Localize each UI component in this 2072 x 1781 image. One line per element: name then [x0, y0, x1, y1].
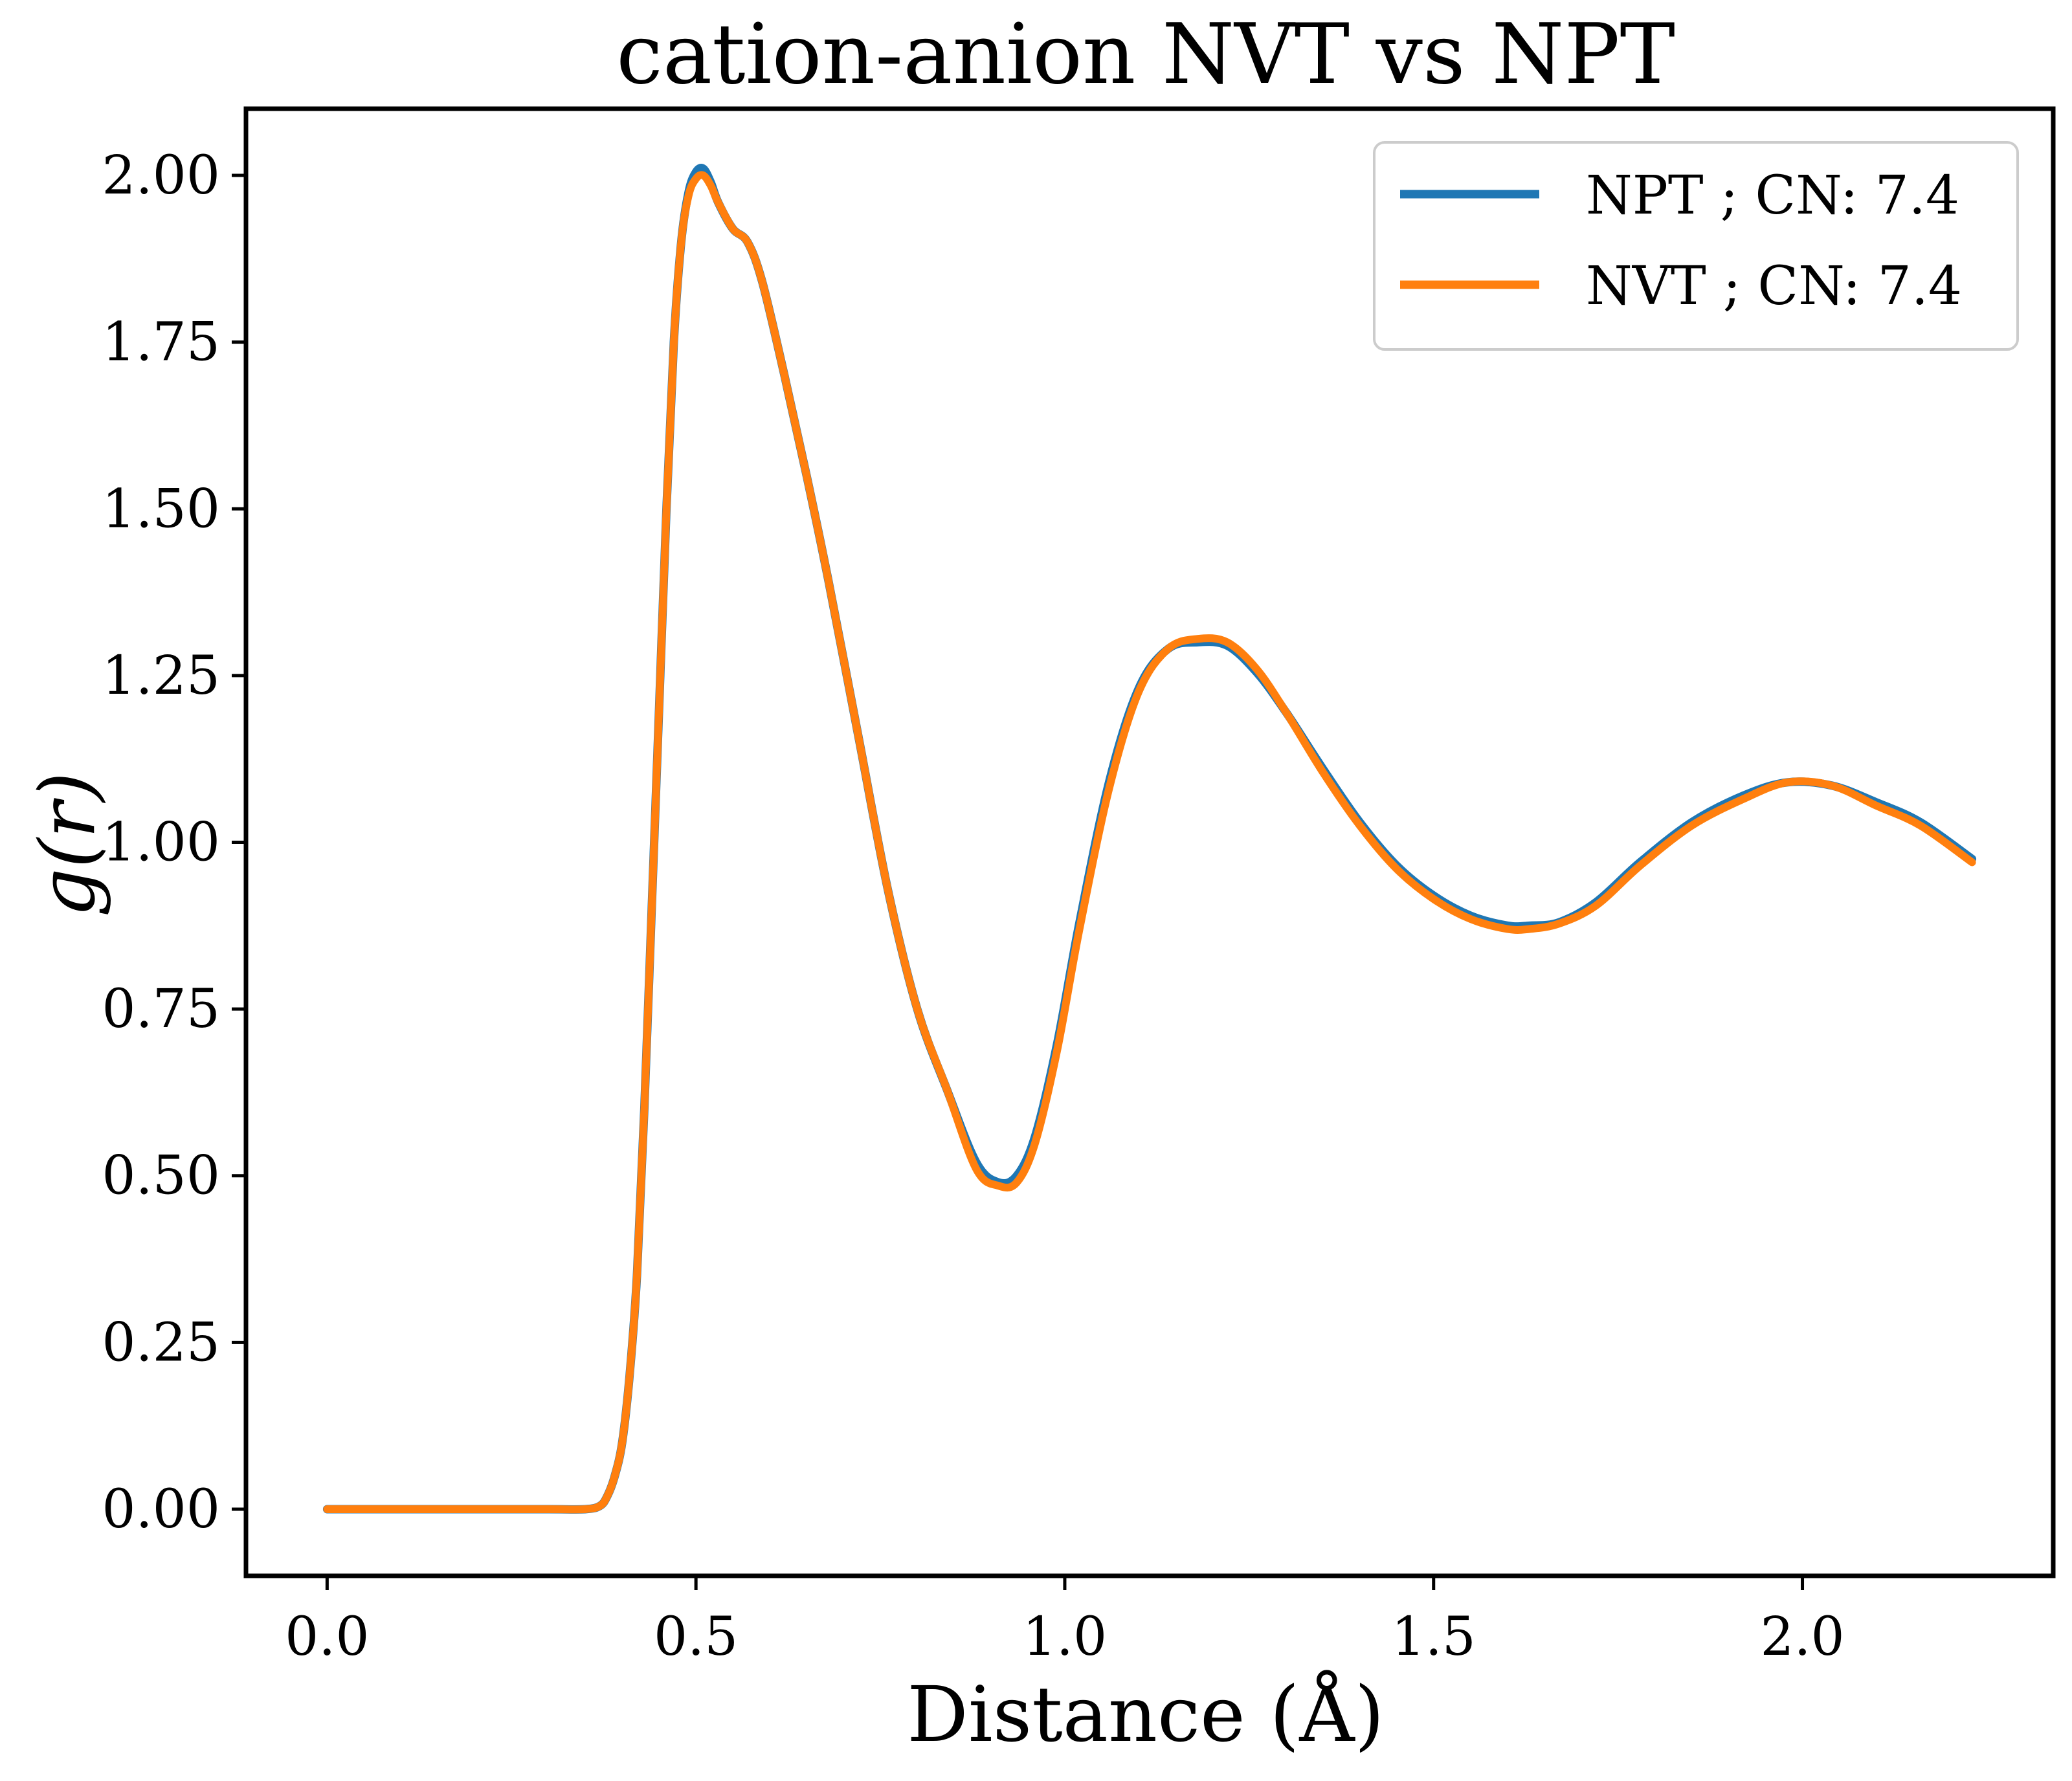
x-tick-label: 1.5	[1392, 1606, 1476, 1668]
y-tick-label: 0.75	[102, 979, 220, 1040]
y-tick-label: 0.00	[102, 1479, 220, 1540]
series-line-nvt	[323, 171, 1976, 1514]
y-axis: 0.00 0.25 0.50 0.75 1.00 1.25 1.50 1.75 2.00	[102, 145, 246, 1540]
y-tick-label: 1.75	[102, 312, 220, 373]
legend-label-nvt: NVT ; CN: 7.4	[1586, 256, 1962, 317]
x-tick-label: 1.0	[1023, 1606, 1107, 1668]
x-tick-label: 0.5	[654, 1606, 738, 1668]
y-tick-label: 1.50	[102, 478, 220, 540]
x-axis-label: Distance (Å)	[907, 1670, 1384, 1759]
y-tick-label: 0.25	[102, 1312, 220, 1373]
y-tick-label: 1.25	[102, 645, 220, 707]
legend: NPT ; CN: 7.4 NVT ; CN: 7.4	[1373, 141, 2019, 351]
x-tick-label: 2.0	[1760, 1606, 1844, 1668]
x-tick-label: 0.0	[285, 1606, 369, 1668]
y-tick-label: 0.50	[102, 1145, 220, 1207]
series-layer	[322, 164, 1977, 1514]
legend-label-npt: NPT ; CN: 7.4	[1586, 165, 1959, 227]
x-axis: 0.0 0.5 1.0 1.5 2.0	[285, 1576, 1845, 1668]
y-tick-label: 2.00	[102, 145, 220, 206]
chart-title: cation-anion NVT vs NPT	[616, 6, 1675, 103]
y-axis-label: g(r)	[23, 772, 112, 917]
y-tick-label: 1.00	[102, 812, 220, 874]
